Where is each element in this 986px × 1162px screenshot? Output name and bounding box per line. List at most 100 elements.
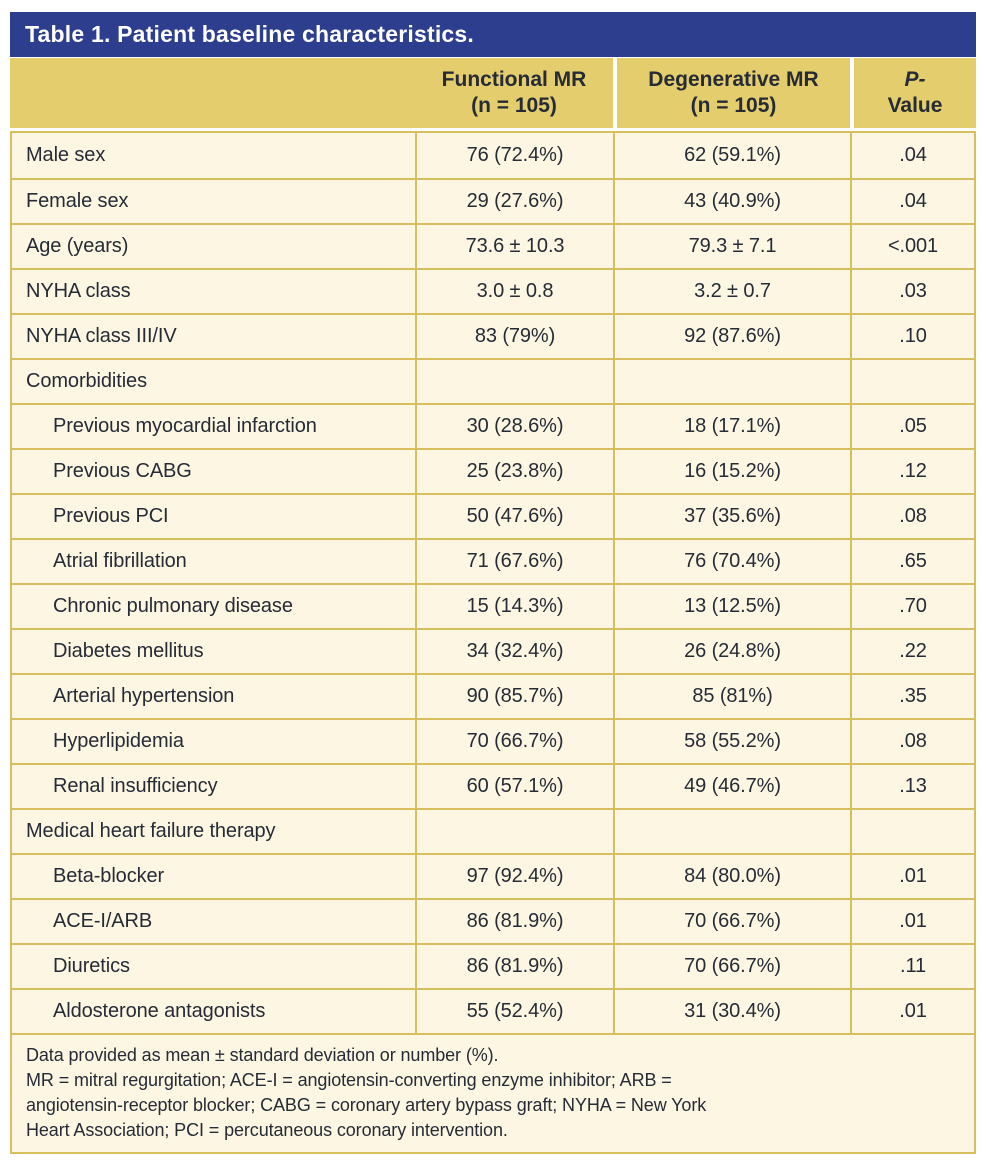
header-cell-p-value: P- Value (850, 58, 976, 128)
row-p-value (850, 360, 974, 403)
table-header-row: Functional MR (n = 105) Degenerative MR … (10, 58, 976, 128)
row-value-functional: 55 (52.4%) (415, 990, 613, 1033)
row-value-degenerative: 70 (66.7%) (613, 900, 850, 943)
row-p-value: .04 (850, 180, 974, 223)
row-value-degenerative: 84 (80.0%) (613, 855, 850, 898)
table-row: Atrial fibrillation 71 (67.6%) 76 (70.4%… (12, 538, 974, 583)
row-value-functional: 76 (72.4%) (415, 133, 613, 178)
header-functional-line2: (n = 105) (471, 94, 557, 117)
row-value-functional (415, 360, 613, 403)
header-degenerative-line2: (n = 105) (690, 94, 777, 117)
table-body: Male sex 76 (72.4%) 62 (59.1%) .04 Femal… (12, 133, 974, 1033)
row-label: Previous CABG (53, 460, 192, 482)
header-pvalue-line2: Value (887, 94, 943, 117)
row-value-degenerative: 70 (66.7%) (613, 945, 850, 988)
row-value-functional: 30 (28.6%) (415, 405, 613, 448)
row-p-value: .03 (850, 270, 974, 313)
row-label: Diabetes mellitus (53, 640, 204, 662)
table-box: Male sex 76 (72.4%) 62 (59.1%) .04 Femal… (10, 131, 976, 1154)
row-label: Age (years) (26, 235, 129, 257)
row-label: Medical heart failure therapy (26, 820, 276, 842)
table-row: Arterial hypertension 90 (85.7%) 85 (81%… (12, 673, 974, 718)
row-label: NYHA class (26, 280, 131, 302)
row-value-degenerative: 26 (24.8%) (613, 630, 850, 673)
table-row: Chronic pulmonary disease 15 (14.3%) 13 … (12, 583, 974, 628)
table-row: ACE-I/ARB 86 (81.9%) 70 (66.7%) .01 (12, 898, 974, 943)
table-row: NYHA class 3.0 ± 0.8 3.2 ± 0.7 .03 (12, 268, 974, 313)
footnote-line: Data provided as mean ± standard deviati… (26, 1045, 499, 1065)
row-p-value: .35 (850, 675, 974, 718)
row-label: Comorbidities (26, 370, 147, 392)
row-value-degenerative: 76 (70.4%) (613, 540, 850, 583)
row-p-value: .01 (850, 900, 974, 943)
row-value-functional: 71 (67.6%) (415, 540, 613, 583)
row-value-degenerative: 92 (87.6%) (613, 315, 850, 358)
row-label: Previous PCI (53, 505, 169, 527)
row-p-value: .08 (850, 495, 974, 538)
row-p-value: .01 (850, 855, 974, 898)
row-value-functional: 50 (47.6%) (415, 495, 613, 538)
row-value-functional: 73.6 ± 10.3 (415, 225, 613, 268)
row-p-value: .65 (850, 540, 974, 583)
baseline-characteristics-table: Table 1. Patient baseline characteristic… (10, 12, 976, 1154)
footnote-line: Heart Association; PCI = percutaneous co… (26, 1120, 508, 1140)
row-label: Female sex (26, 190, 129, 212)
row-label: Beta-blocker (53, 865, 165, 887)
table-row: Renal insufficiency 60 (57.1%) 49 (46.7%… (12, 763, 974, 808)
row-value-degenerative: 31 (30.4%) (613, 990, 850, 1033)
row-value-functional: 15 (14.3%) (415, 585, 613, 628)
row-value-functional: 97 (92.4%) (415, 855, 613, 898)
row-label: Male sex (26, 144, 106, 166)
table-row: Medical heart failure therapy (12, 808, 974, 853)
row-p-value: .12 (850, 450, 974, 493)
row-value-functional: 29 (27.6%) (415, 180, 613, 223)
row-value-degenerative: 49 (46.7%) (613, 765, 850, 808)
row-value-degenerative: 58 (55.2%) (613, 720, 850, 763)
table-row: Diabetes mellitus 34 (32.4%) 26 (24.8%) … (12, 628, 974, 673)
table-title: Table 1. Patient baseline characteristic… (25, 21, 475, 47)
row-value-degenerative: 37 (35.6%) (613, 495, 850, 538)
table-row: Beta-blocker 97 (92.4%) 84 (80.0%) .01 (12, 853, 974, 898)
row-label: Arterial hypertension (53, 685, 235, 707)
header-degenerative-line1: Degenerative MR (648, 68, 819, 91)
table-row: Hyperlipidemia 70 (66.7%) 58 (55.2%) .08 (12, 718, 974, 763)
row-value-degenerative: 3.2 ± 0.7 (613, 270, 850, 313)
row-value-degenerative (613, 360, 850, 403)
row-label: Chronic pulmonary disease (53, 595, 293, 617)
row-value-functional: 60 (57.1%) (415, 765, 613, 808)
table-row: Male sex 76 (72.4%) 62 (59.1%) .04 (12, 133, 974, 178)
table-row: Previous myocardial infarction 30 (28.6%… (12, 403, 974, 448)
row-value-functional: 25 (23.8%) (415, 450, 613, 493)
header-cell-label (10, 58, 415, 128)
table-row: Aldosterone antagonists 55 (52.4%) 31 (3… (12, 988, 974, 1033)
row-p-value: .08 (850, 720, 974, 763)
row-value-functional: 34 (32.4%) (415, 630, 613, 673)
row-value-functional (415, 810, 613, 853)
row-value-degenerative: 43 (40.9%) (613, 180, 850, 223)
row-label: ACE-I/ARB (53, 910, 153, 932)
row-label: Diuretics (53, 955, 130, 977)
row-value-degenerative: 62 (59.1%) (613, 133, 850, 178)
row-value-degenerative: 16 (15.2%) (613, 450, 850, 493)
footnote-line: MR = mitral regurgitation; ACE-I = angio… (26, 1070, 672, 1090)
row-label: Previous myocardial infarction (53, 415, 317, 437)
header-cell-degenerative-mr: Degenerative MR (n = 105) (613, 58, 850, 128)
row-value-degenerative: 85 (81%) (613, 675, 850, 718)
table-row: Diuretics 86 (81.9%) 70 (66.7%) .11 (12, 943, 974, 988)
row-value-degenerative: 13 (12.5%) (613, 585, 850, 628)
row-value-functional: 90 (85.7%) (415, 675, 613, 718)
row-value-functional: 86 (81.9%) (415, 945, 613, 988)
row-label: NYHA class III/IV (26, 325, 177, 347)
table-row: NYHA class III/IV 83 (79%) 92 (87.6%) .1… (12, 313, 974, 358)
table-row: Previous CABG 25 (23.8%) 16 (15.2%) .12 (12, 448, 974, 493)
row-p-value (850, 810, 974, 853)
row-value-degenerative: 79.3 ± 7.1 (613, 225, 850, 268)
row-value-functional: 86 (81.9%) (415, 900, 613, 943)
table-row: Female sex 29 (27.6%) 43 (40.9%) .04 (12, 178, 974, 223)
row-label: Renal insufficiency (53, 775, 218, 797)
row-label: Hyperlipidemia (53, 730, 184, 752)
table-row: Previous PCI 50 (47.6%) 37 (35.6%) .08 (12, 493, 974, 538)
header-pvalue-line1: P- (904, 68, 926, 91)
row-value-functional: 70 (66.7%) (415, 720, 613, 763)
